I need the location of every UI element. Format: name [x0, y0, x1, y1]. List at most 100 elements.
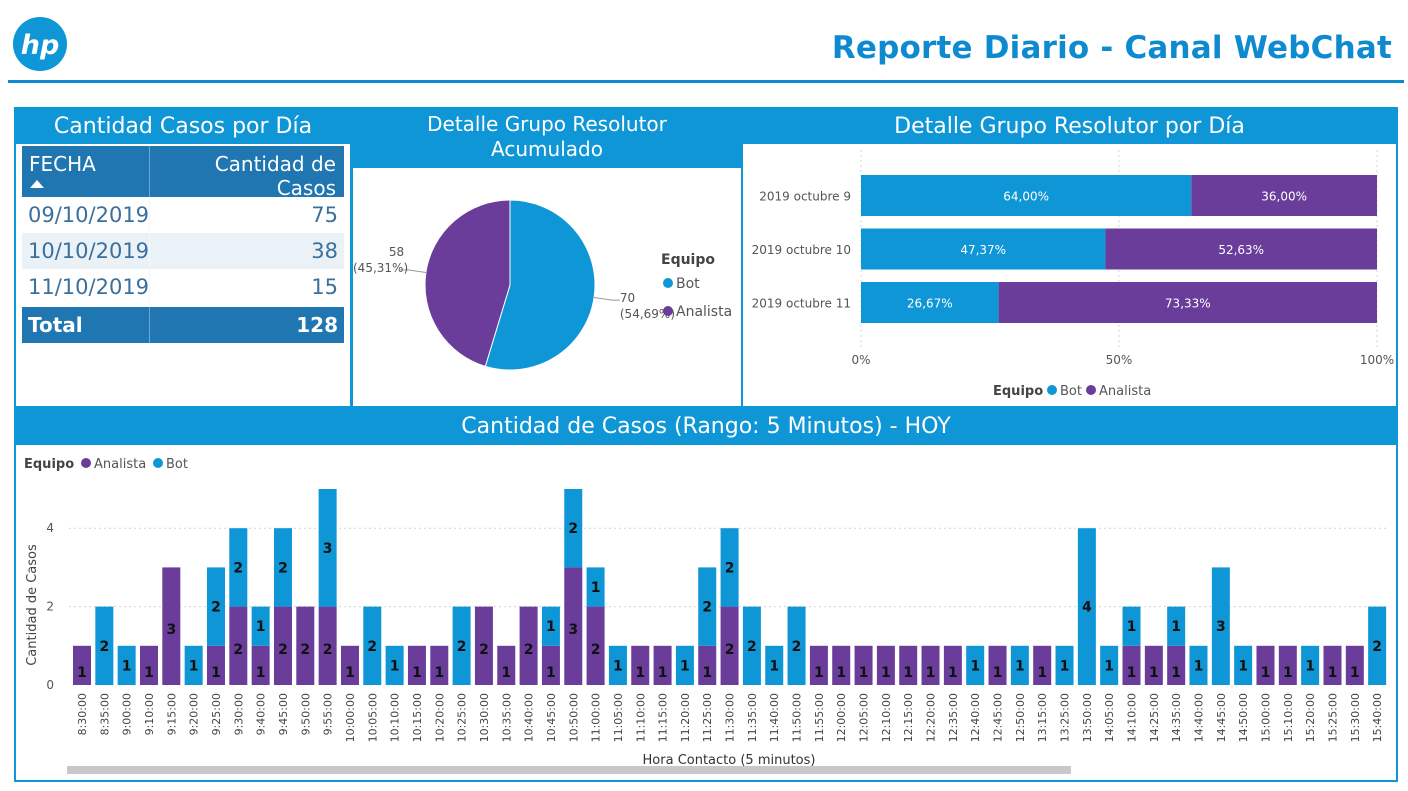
col-bar-analista — [519, 606, 538, 685]
total-value: 128 — [149, 307, 344, 343]
col-data-label: 1 — [1194, 658, 1204, 674]
col-legend-bot: Bot — [166, 457, 188, 472]
col-data-label: 2 — [300, 642, 310, 658]
col-bar-bot — [273, 528, 292, 607]
col-data-label: 1 — [948, 665, 958, 681]
pie-chart[interactable]: 70 (54,69%) 58 (45,31%) Equipo Bot Analista — [353, 168, 741, 406]
col-bar-bot — [1010, 645, 1029, 685]
col-y-tick: 0 — [46, 678, 54, 692]
col-bar-analista — [631, 645, 650, 685]
col-data-label: 1 — [1350, 665, 1360, 681]
col-bar-bot — [1077, 528, 1096, 685]
col-bar-analista — [206, 645, 225, 685]
col-bar-bot — [675, 645, 694, 685]
col-data-label: 1 — [501, 665, 511, 681]
col-x-tick: 12:05:00 — [858, 693, 871, 742]
pie-legend-title: Equipo — [661, 252, 715, 268]
col-bar-bot — [608, 645, 627, 685]
col-data-label: 2 — [323, 642, 333, 658]
col-x-tick: 9:20:00 — [188, 693, 201, 735]
col-bar-analista — [876, 645, 895, 685]
col-data-label: 2 — [278, 560, 288, 576]
col-x-tick: 10:30:00 — [478, 693, 491, 742]
sort-ascending-icon[interactable] — [30, 180, 44, 188]
col-data-label: 1 — [122, 658, 132, 674]
header-divider — [8, 80, 1404, 83]
hbar-segment-analista — [1105, 228, 1377, 270]
col-bar-analista — [73, 645, 91, 685]
col-data-label: 1 — [836, 665, 846, 681]
fecha-header-label: FECHA — [29, 152, 96, 176]
col-data-label: 1 — [1104, 658, 1114, 674]
col-bar-bot — [1189, 645, 1208, 685]
col-x-tick: 14:35:00 — [1170, 693, 1183, 742]
row-casos: 75 — [149, 197, 344, 233]
col-x-tick: 11:00:00 — [590, 693, 603, 742]
col-bar-analista — [809, 645, 828, 685]
hbar-data-label: 73,33% — [1165, 297, 1211, 311]
col-data-label: 2 — [211, 600, 221, 616]
col-x-tick: 11:25:00 — [701, 693, 714, 742]
col-x-tick: 11:40:00 — [768, 693, 781, 742]
col-data-label: 1 — [1127, 619, 1137, 635]
col-data-label: 2 — [568, 521, 578, 537]
hbar-x-tick: 100% — [1360, 353, 1394, 367]
col-bar-bot — [586, 567, 605, 607]
col-bar-bot — [1368, 606, 1387, 685]
col-data-label: 1 — [256, 665, 266, 681]
col-x-tick: 14:05:00 — [1103, 693, 1116, 742]
col-data-label: 3 — [1216, 619, 1226, 635]
pie-chart-title: Detalle Grupo Resolutor Acumulado — [353, 109, 741, 168]
col-data-label: 3 — [166, 622, 176, 638]
col-bar-analista — [229, 606, 248, 685]
col-bar-analista — [273, 606, 292, 685]
horizontal-scrollbar[interactable] — [67, 766, 1071, 774]
stacked-bar-title: Detalle Grupo Resolutor por Día — [743, 109, 1396, 144]
col-bar-analista — [943, 645, 962, 685]
hbar-data-label: 26,67% — [907, 297, 953, 311]
col-data-label: 1 — [814, 665, 824, 681]
col-x-tick: 12:15:00 — [902, 693, 915, 742]
legend-bot-marker — [153, 458, 163, 468]
hbar-data-label: 47,37% — [960, 243, 1006, 257]
stacked-bar-chart[interactable]: 0% 50% 100% 2019 octubre 9 64,00% 36,00% 2019 … — [743, 144, 1396, 406]
legend-analista-marker — [663, 306, 673, 316]
column-chart[interactable]: Equipo Analista Bot 0 2 4 Cantidad de Casos 1 8:… — [16, 445, 1396, 780]
col-data-label: 1 — [1305, 658, 1315, 674]
col-bar-bot — [1301, 645, 1320, 685]
cantidad-column-header[interactable]: Cantidad de Casos — [149, 146, 344, 200]
col-bar-analista — [720, 606, 739, 685]
col-bar-bot — [698, 567, 717, 646]
col-bar-bot — [1122, 606, 1141, 646]
col-x-tick: 10:00:00 — [344, 693, 357, 742]
col-x-tick: 12:00:00 — [835, 693, 848, 742]
col-x-tick: 10:15:00 — [411, 693, 424, 742]
col-x-tick: 14:10:00 — [1126, 693, 1139, 742]
col-bar-analista — [698, 645, 717, 685]
col-x-tick: 10:50:00 — [567, 693, 580, 742]
col-bar-analista — [1256, 645, 1275, 685]
table-total-row: Total 128 — [22, 307, 344, 343]
col-x-tick: 15:30:00 — [1349, 693, 1362, 742]
col-data-label: 1 — [970, 658, 980, 674]
col-data-label: 1 — [546, 665, 556, 681]
col-x-tick: 9:45:00 — [277, 693, 290, 735]
col-bar-bot — [363, 606, 382, 685]
pie-title-line: Acumulado — [491, 137, 603, 161]
col-x-tick: 12:20:00 — [925, 693, 938, 742]
col-data-label: 1 — [256, 619, 266, 635]
col-data-label: 1 — [702, 665, 712, 681]
hbar-data-label: 52,63% — [1218, 243, 1264, 257]
pie-data-label: (45,31%) — [353, 261, 408, 275]
col-data-label: 1 — [1060, 658, 1070, 674]
col-data-label: 3 — [323, 541, 333, 557]
pie-data-label: 58 — [389, 245, 404, 259]
col-data-label: 1 — [680, 658, 690, 674]
col-x-tick: 9:30:00 — [232, 693, 245, 735]
col-x-tick: 12:10:00 — [880, 693, 893, 742]
fecha-column-header[interactable]: FECHA — [22, 146, 149, 197]
hp-logo: hp — [13, 17, 67, 71]
hbar-segment-bot — [861, 282, 999, 323]
col-x-tick: 11:50:00 — [791, 693, 804, 742]
col-bar-analista — [1323, 645, 1342, 685]
